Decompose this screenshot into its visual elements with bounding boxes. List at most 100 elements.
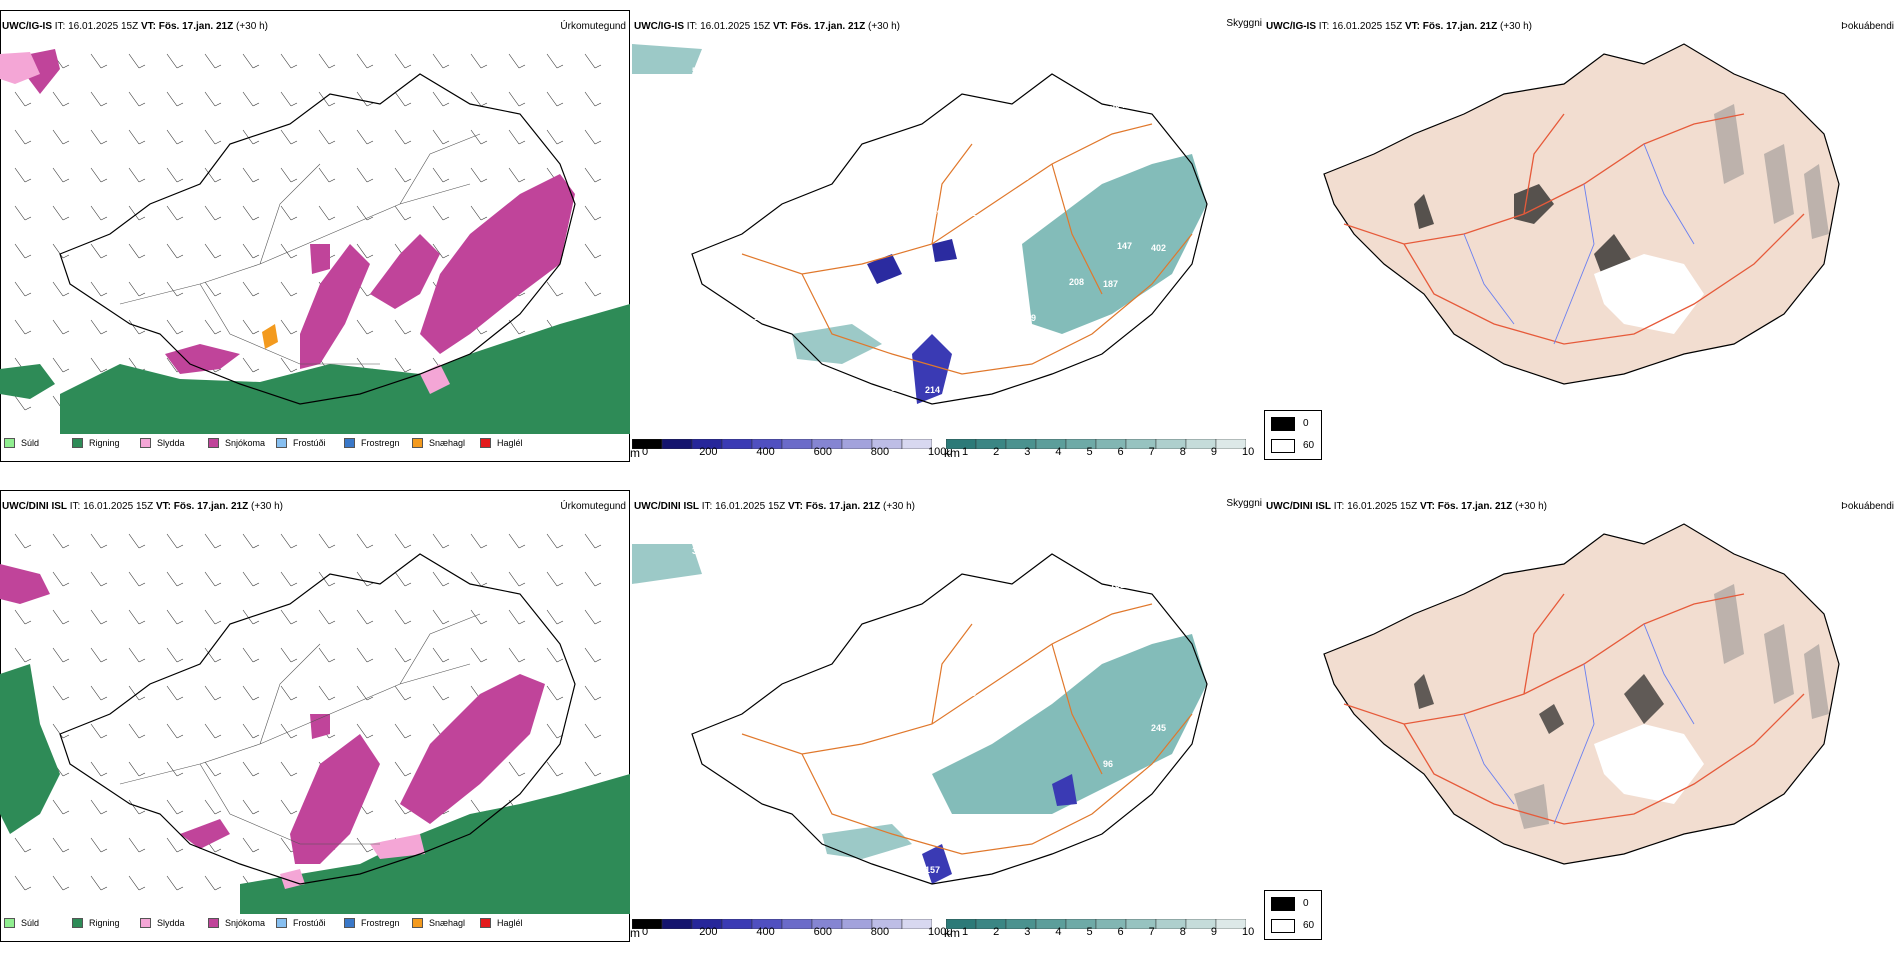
visibility-title: Skyggni <box>1226 498 1262 509</box>
wind-barb <box>166 875 184 891</box>
fog-white-area <box>1594 254 1704 334</box>
legend-item: Frostregn <box>344 918 412 928</box>
colorbar-tick: 5 <box>1086 446 1093 458</box>
vis-teal-west <box>632 44 882 364</box>
wind-barb <box>166 533 184 549</box>
wind-barb <box>394 571 412 587</box>
colorbar-tick: 3 <box>1024 926 1031 938</box>
wind-barb <box>280 761 298 777</box>
wind-barb <box>166 243 184 259</box>
wind-barb <box>242 533 260 549</box>
wind-barb <box>546 647 564 663</box>
vt-value: Fös. 17.jan. 21Z <box>805 501 881 512</box>
wind-barb <box>242 319 260 335</box>
wind-barb <box>204 129 222 145</box>
panel-header: UWC/IG-IS IT: 16.01.2025 15Z VT: Fös. 17… <box>2 21 268 32</box>
wind-barb <box>356 723 374 739</box>
lead-time: (+30 h) <box>883 501 915 512</box>
legend-label: Haglél <box>497 918 523 928</box>
wind-barb <box>356 167 374 183</box>
colorbar-swatch <box>841 438 873 450</box>
fog-key-black <box>1271 897 1295 911</box>
visibility-value-label: 247 <box>932 206 947 216</box>
model-name: UWC/IG-IS <box>1266 21 1316 32</box>
visibility-value-label: 402 <box>1151 243 1166 253</box>
lead-time: (+30 h) <box>251 501 283 512</box>
wind-barb <box>508 609 526 625</box>
coastline <box>691 553 1208 885</box>
wind-barb <box>584 761 602 777</box>
row-ig-is: UWC/IG-IS IT: 16.01.2025 15Z VT: Fös. 17… <box>0 10 1900 475</box>
wind-barb <box>470 205 488 221</box>
model-name: UWC/IG-IS <box>634 21 684 32</box>
wind-barb <box>584 91 602 107</box>
visibility-value-label: 162 <box>788 314 803 324</box>
wind-barb <box>90 875 108 891</box>
wind-barb <box>128 609 146 625</box>
visibility-value-label: 164 <box>706 348 721 358</box>
wind-barb <box>204 205 222 221</box>
visibility-value-label: 339 <box>1014 652 1029 662</box>
legend-swatch <box>4 438 15 448</box>
fog-key: 0 60 <box>1264 890 1322 940</box>
wind-barb <box>242 243 260 259</box>
wind-barb <box>166 281 184 297</box>
colorbar-swatch <box>975 918 1007 930</box>
fog-key-black <box>1271 417 1295 431</box>
wind-barb <box>280 53 298 69</box>
wind-barb <box>90 167 108 183</box>
wind-barb <box>508 167 526 183</box>
colorbar-tick: 400 <box>756 926 775 938</box>
wind-barb <box>546 685 564 701</box>
wind-barb <box>52 799 70 815</box>
wind-barb <box>128 571 146 587</box>
legend-item: Frostúði <box>276 918 344 928</box>
vis-blue-2 <box>912 334 952 404</box>
legend-label: Rigning <box>89 438 120 448</box>
wind-barb <box>52 533 70 549</box>
wind-barb <box>508 53 526 69</box>
precip-map <box>0 49 630 434</box>
wind-barb <box>280 799 298 815</box>
wind-barb <box>394 609 412 625</box>
visibility-map: 301 252 35 96 254 388 339 245 177 157 245 24 28 300 15… <box>632 544 1208 885</box>
wind-barb <box>14 647 32 663</box>
fog-key-label: 0 <box>1303 418 1309 429</box>
visibility-value-label: 62 <box>966 208 976 218</box>
legend-label: Snjókoma <box>225 438 266 448</box>
wind-barb <box>356 533 374 549</box>
wind-barb <box>318 205 336 221</box>
wind-barb <box>394 761 412 777</box>
roads <box>741 603 1193 855</box>
wind-barb <box>166 91 184 107</box>
legend-swatch <box>140 918 151 928</box>
precip-map <box>0 533 630 914</box>
wind-barb <box>14 837 32 853</box>
wind-barb <box>318 647 336 663</box>
fog-gray-streaks <box>1514 584 1829 829</box>
wind-barb <box>508 647 526 663</box>
wind-barb <box>52 281 70 297</box>
colorbar-tick: 800 <box>870 446 890 458</box>
visibility-value-label: 226 <box>877 101 892 111</box>
wind-barb <box>394 357 412 373</box>
panel-header: UWC/DINI ISL IT: 16.01.2025 15Z VT: Fös.… <box>634 501 915 512</box>
wind-barb <box>356 685 374 701</box>
visibility-value-label: 214 <box>925 385 940 395</box>
fog-key-white <box>1271 919 1295 933</box>
wind-barb <box>90 319 108 335</box>
legend-swatch <box>480 918 491 928</box>
visibility-value-label: 278 <box>1062 136 1077 146</box>
roads <box>1343 593 1805 825</box>
wind-barb <box>128 799 146 815</box>
wind-barb <box>432 205 450 221</box>
legend-item: Súld <box>4 438 72 448</box>
visibility-value-labels: 56 76 62 187 201 226 473 402 162 214 278 300 131 263 3… <box>692 66 1173 395</box>
fog-key: 0 60 <box>1264 410 1322 460</box>
wind-barb <box>204 53 222 69</box>
fog-map <box>1323 523 1840 865</box>
wind-barb <box>356 571 374 587</box>
vis-teal-area <box>1022 154 1207 334</box>
wind-barb <box>584 647 602 663</box>
wind-barb <box>166 609 184 625</box>
